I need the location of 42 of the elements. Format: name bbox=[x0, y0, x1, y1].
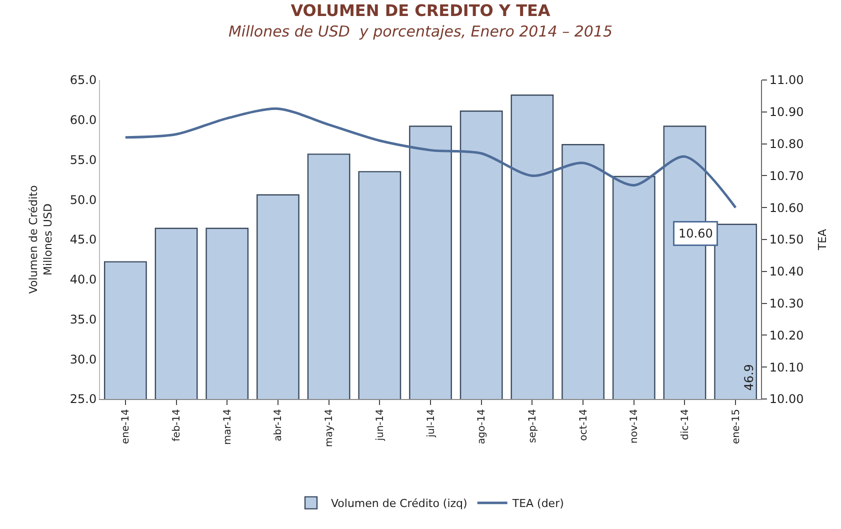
y2-tick-label: 10.90 bbox=[769, 105, 804, 120]
x-tick-label: ene-15 bbox=[730, 409, 742, 444]
data-label: 10.60 bbox=[678, 226, 713, 240]
legend-label: Volumen de Crédito (izq) bbox=[331, 497, 468, 510]
y2-tick-label: 10.70 bbox=[769, 168, 804, 183]
x-tick-label: nov-14 bbox=[629, 409, 640, 444]
y-tick-label: 30.0 bbox=[70, 352, 97, 366]
x-tick-label: ene-14 bbox=[120, 409, 132, 444]
y-tick-label: 55.0 bbox=[70, 152, 97, 167]
y-tick-label: 45.0 bbox=[70, 232, 97, 247]
legend-label: TEA (der) bbox=[511, 497, 564, 510]
y2-tick-label: 10.50 bbox=[769, 232, 804, 247]
y-tick-label: 65.0 bbox=[70, 73, 97, 88]
x-tick-label: ago-14 bbox=[476, 409, 488, 444]
line-series bbox=[124, 107, 737, 209]
data-label: 46.9 bbox=[742, 364, 756, 391]
y-tick-label: 25.0 bbox=[70, 392, 97, 406]
y2-tick-label: 10.00 bbox=[769, 392, 804, 406]
x-tick-label: jul-14 bbox=[426, 409, 437, 438]
y2-tick-label: 11.00 bbox=[769, 73, 804, 88]
chart-subtitle: Millones de USD y porcentajes, Enero 2014 – 2015 bbox=[228, 22, 613, 41]
y-tick-label: 40.0 bbox=[70, 272, 97, 287]
y-tick-label: 50.0 bbox=[70, 192, 97, 207]
y2-axis-title: TEA bbox=[816, 228, 829, 252]
y-axis-title: Volumen de Crédito Millones USD bbox=[27, 185, 55, 294]
x-tick-label: feb-14 bbox=[172, 409, 183, 442]
x-tick-label: sep-14 bbox=[527, 409, 538, 444]
y2-tick-label: 10.40 bbox=[769, 264, 804, 279]
chart-title: VOLUMEN DE CREDITO Y TEA bbox=[290, 0, 551, 20]
y2-tick-label: 10.10 bbox=[769, 360, 804, 374]
x-tick-label: mar-14 bbox=[222, 409, 234, 445]
y-tick-label: 35.0 bbox=[70, 312, 97, 326]
y2-tick-label: 10.60 bbox=[769, 200, 804, 215]
y-tick-label: 60.0 bbox=[70, 113, 97, 128]
y2-tick-label: 10.30 bbox=[769, 296, 804, 310]
y2-tick-label: 10.20 bbox=[769, 328, 804, 342]
x-tick-label: oct-14 bbox=[578, 409, 590, 441]
x-tick-label: jun-14 bbox=[374, 409, 386, 442]
x-tick-label: dic-14 bbox=[680, 409, 691, 440]
x-tick-label: may-14 bbox=[324, 409, 336, 447]
y2-tick-label: 10.80 bbox=[769, 137, 804, 151]
x-tick-label: abr-14 bbox=[273, 409, 284, 442]
